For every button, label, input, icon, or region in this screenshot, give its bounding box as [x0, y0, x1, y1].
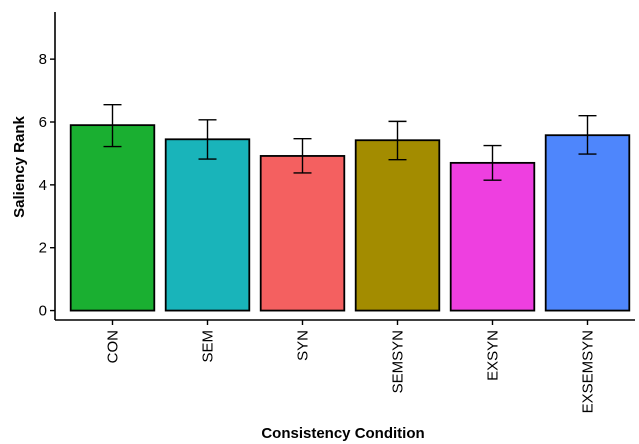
- x-tick-label: EXSYN: [485, 330, 502, 381]
- bar-sem: [164, 138, 251, 312]
- bar-exsemsyn: [544, 134, 631, 312]
- bar-semsyn: [354, 139, 441, 312]
- y-axis-title: Saliency Rank: [11, 115, 28, 217]
- y-tick-label: 4: [39, 177, 47, 194]
- y-tick-label: 0: [39, 303, 47, 320]
- bars-layer: [69, 124, 631, 312]
- x-tick-label: EXSEMSYN: [580, 330, 597, 413]
- y-tick-label: 6: [39, 114, 47, 131]
- x-tick-label: CON: [105, 330, 122, 363]
- error-bars-layer: [103, 104, 597, 181]
- x-tick-label: SEMSYN: [390, 330, 407, 393]
- y-tick-label: 8: [39, 51, 47, 68]
- x-tick-label: SEM: [200, 330, 217, 363]
- x-axis-title: Consistency Condition: [261, 425, 424, 442]
- y-axis-ticks: 0 2 4 6 8: [39, 51, 55, 320]
- x-axis-ticks: CON SEM SYN SEMSYN EXSYN EXSEMSYN: [105, 320, 597, 413]
- x-tick-label: SYN: [295, 330, 312, 361]
- y-tick-label: 2: [39, 240, 47, 257]
- bar-con: [69, 124, 156, 312]
- bar-syn: [259, 155, 346, 312]
- bar-exsyn: [449, 161, 536, 312]
